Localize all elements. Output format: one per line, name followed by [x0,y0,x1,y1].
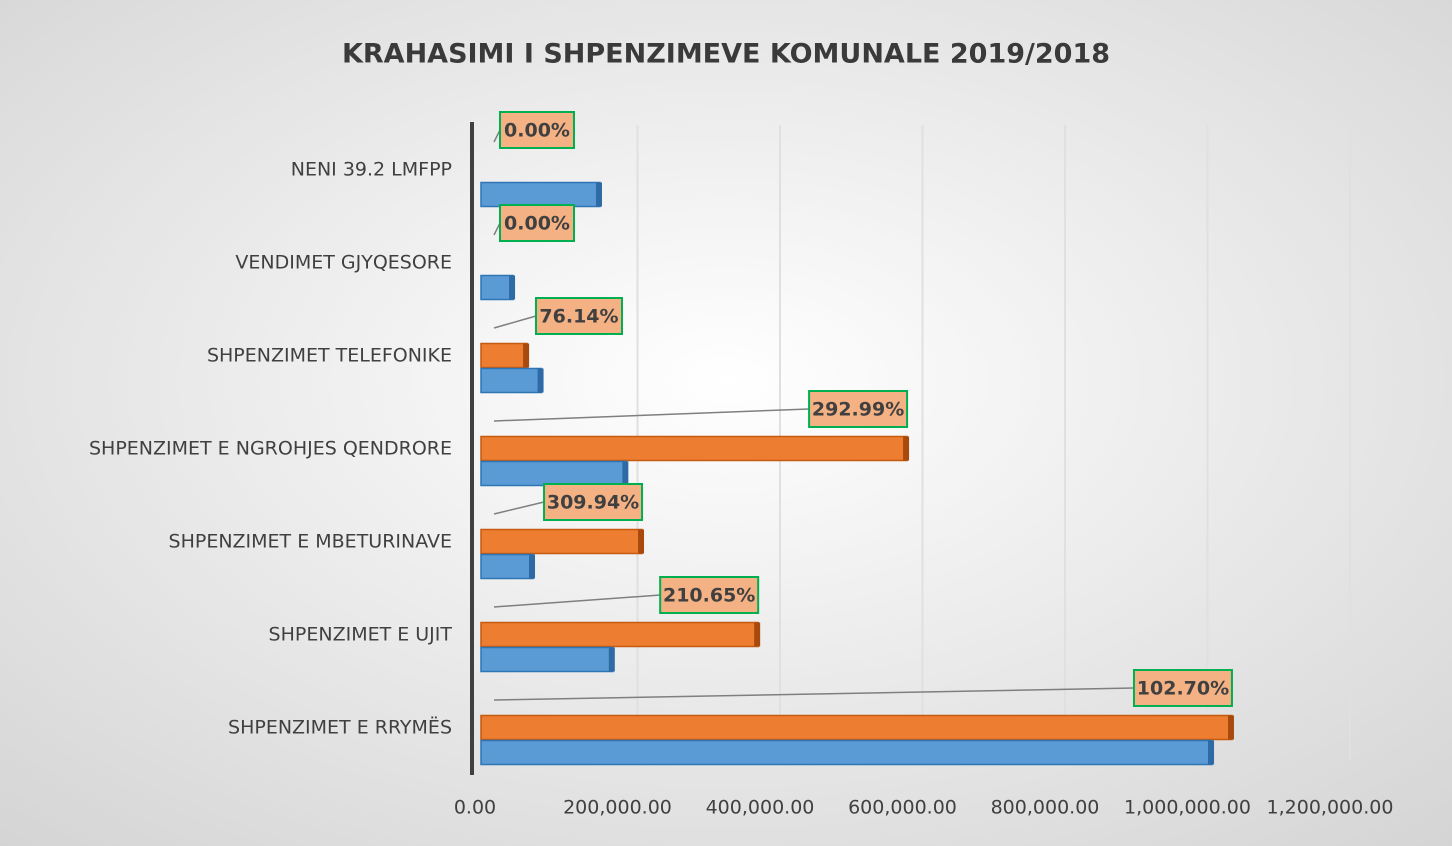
y-tick-label: VENDIMET GJYQESORE [235,252,452,274]
chart-title: KRAHASIMI I SHPENZIMEVE KOMUNALE 2019/20… [342,39,1110,70]
leader-line [493,594,661,608]
x-tick-label: 0.00 [454,797,496,819]
x-tick-label: 1,200,000.00 [1267,797,1394,819]
bar-side [509,275,516,300]
leader-line [493,315,537,329]
bar-side [638,529,645,554]
bar [480,181,601,208]
x-tick-label: 800,000.00 [991,797,1100,819]
bar [480,528,643,555]
bar [480,553,534,580]
label-box [535,297,623,335]
bar-side [523,343,530,368]
bar-side [608,647,615,672]
data-label: 292.99% [812,399,904,421]
x-tick-label: 400,000.00 [706,797,815,819]
label-box [543,483,644,521]
data-label: 210.65% [663,585,755,607]
bar-side [622,461,629,486]
data-label: 102.70% [1137,678,1229,700]
bar [480,342,528,369]
label-box [808,390,909,428]
bar [480,621,759,648]
x-tick-label: 600,000.00 [848,797,957,819]
bar [480,367,543,394]
bar [480,739,1213,766]
bar [480,274,514,301]
data-label: 0.00% [504,213,570,235]
x-tick-label: 200,000.00 [563,797,672,819]
y-tick-label: SHPENZIMET E NGROHJES QENDRORE [89,438,452,460]
data-label: 309.94% [547,492,639,514]
bar-side [1208,740,1215,765]
label-box [499,204,575,242]
y-tick-label: SHPENZIMET E RRYMËS [228,716,452,739]
leader-line [493,408,810,422]
bar-side [1227,715,1234,740]
bar-side [903,436,910,461]
label-box [659,576,760,614]
label-box [499,111,575,149]
y-tick-label: NENI 39.2 LMFPP [291,159,452,181]
bar [480,714,1233,741]
y-tick-label: SHPENZIMET E MBETURINAVE [169,531,452,553]
y-tick-label: SHPENZIMET E UJIT [269,624,453,646]
leader-line [493,501,545,515]
data-label: 76.14% [539,306,618,328]
bar [480,646,614,673]
x-tick-label: 1,000,000.00 [1124,797,1251,819]
bar-side [595,182,602,207]
bar-side [537,368,544,393]
y-tick-label: SHPENZIMET TELEFONIKE [207,345,452,367]
label-box [1132,669,1233,707]
data-label: 0.00% [504,120,570,142]
leader-line [493,687,1134,701]
bar-side [754,622,761,647]
bar [480,435,908,462]
bar-side [529,554,536,579]
bar [480,460,628,487]
